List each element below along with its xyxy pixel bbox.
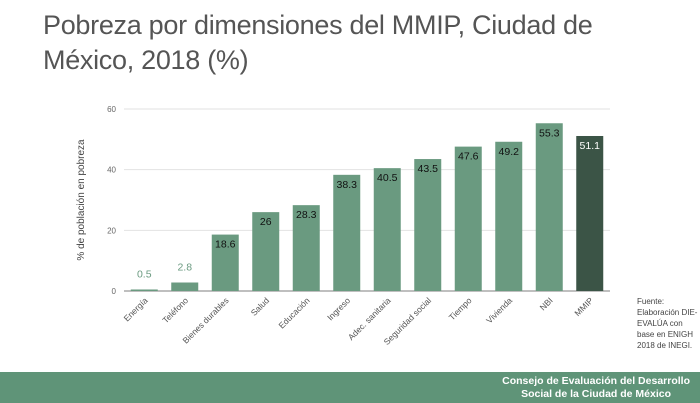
x-tick-label: Educación [277, 295, 312, 330]
data-label: 26 [260, 216, 272, 228]
y-tick-label: 20 [107, 226, 116, 235]
bar-salud [252, 212, 280, 291]
data-label: 38.3 [337, 179, 358, 191]
bar-chart: 0 20 40 60 0.5 2.8 18.6 26 28.3 38.3 40.5 43.5 47.6… [76, 105, 610, 347]
bar-ingreso [333, 174, 361, 291]
y-tick-label: 0 [112, 287, 117, 296]
y-tick-label: 40 [107, 166, 116, 175]
y-axis-label: % de población en pobreza [76, 139, 87, 261]
source-note: Fuente: Elaboración DIE-EVALÚA con base … [637, 297, 698, 350]
x-tick-label: NBI [538, 295, 555, 312]
bar-bienes-durables [211, 234, 239, 291]
bar-vivienda [495, 141, 523, 291]
x-tick-label: Teléfono [160, 295, 190, 325]
bar-adec-sanitaria [373, 168, 401, 291]
institution-line-1: Consejo de Evaluación del Desarrollo [502, 375, 690, 387]
data-label: 43.5 [418, 163, 439, 175]
data-label: 18.6 [215, 239, 236, 251]
institution-line-2: Social de la Ciudad de México [521, 388, 672, 400]
x-tick-label: Tiempo [447, 295, 474, 322]
x-tick-label: Ingreso [325, 295, 352, 322]
x-tick-label: MMIP [572, 295, 595, 318]
x-tick-label: Salud [249, 295, 272, 318]
data-label: 28.3 [296, 209, 317, 221]
bar-educaci-n [292, 205, 320, 291]
x-tick-label: Energía [122, 295, 150, 323]
x-tick-label: Vivienda [484, 295, 514, 325]
bar-energ-a [130, 289, 158, 291]
data-label: 40.5 [377, 172, 398, 184]
footer-bar: Consejo de Evaluación del Desarrollo Soc… [0, 372, 700, 403]
bar-tiempo [454, 146, 482, 291]
bar-nbi [535, 123, 563, 291]
data-label: 55.3 [539, 127, 560, 139]
data-label: 0.5 [137, 268, 152, 280]
data-label: 2.8 [177, 262, 192, 274]
bar-mmip [576, 135, 604, 291]
slide-title: Pobreza por dimensiones del MMIP, Ciudad… [43, 10, 593, 75]
bar-seguridad-social [414, 159, 442, 291]
institution-name: Consejo de Evaluación del Desarrollo Soc… [502, 375, 690, 401]
data-label: 49.2 [499, 146, 520, 158]
y-tick-label: 60 [107, 105, 116, 114]
data-label: 51.1 [580, 140, 601, 152]
data-label: 47.6 [458, 151, 479, 163]
bar-tel-fono [171, 282, 199, 291]
